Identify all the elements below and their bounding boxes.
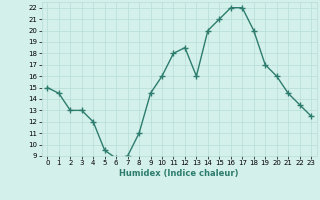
X-axis label: Humidex (Indice chaleur): Humidex (Indice chaleur) [119,169,239,178]
